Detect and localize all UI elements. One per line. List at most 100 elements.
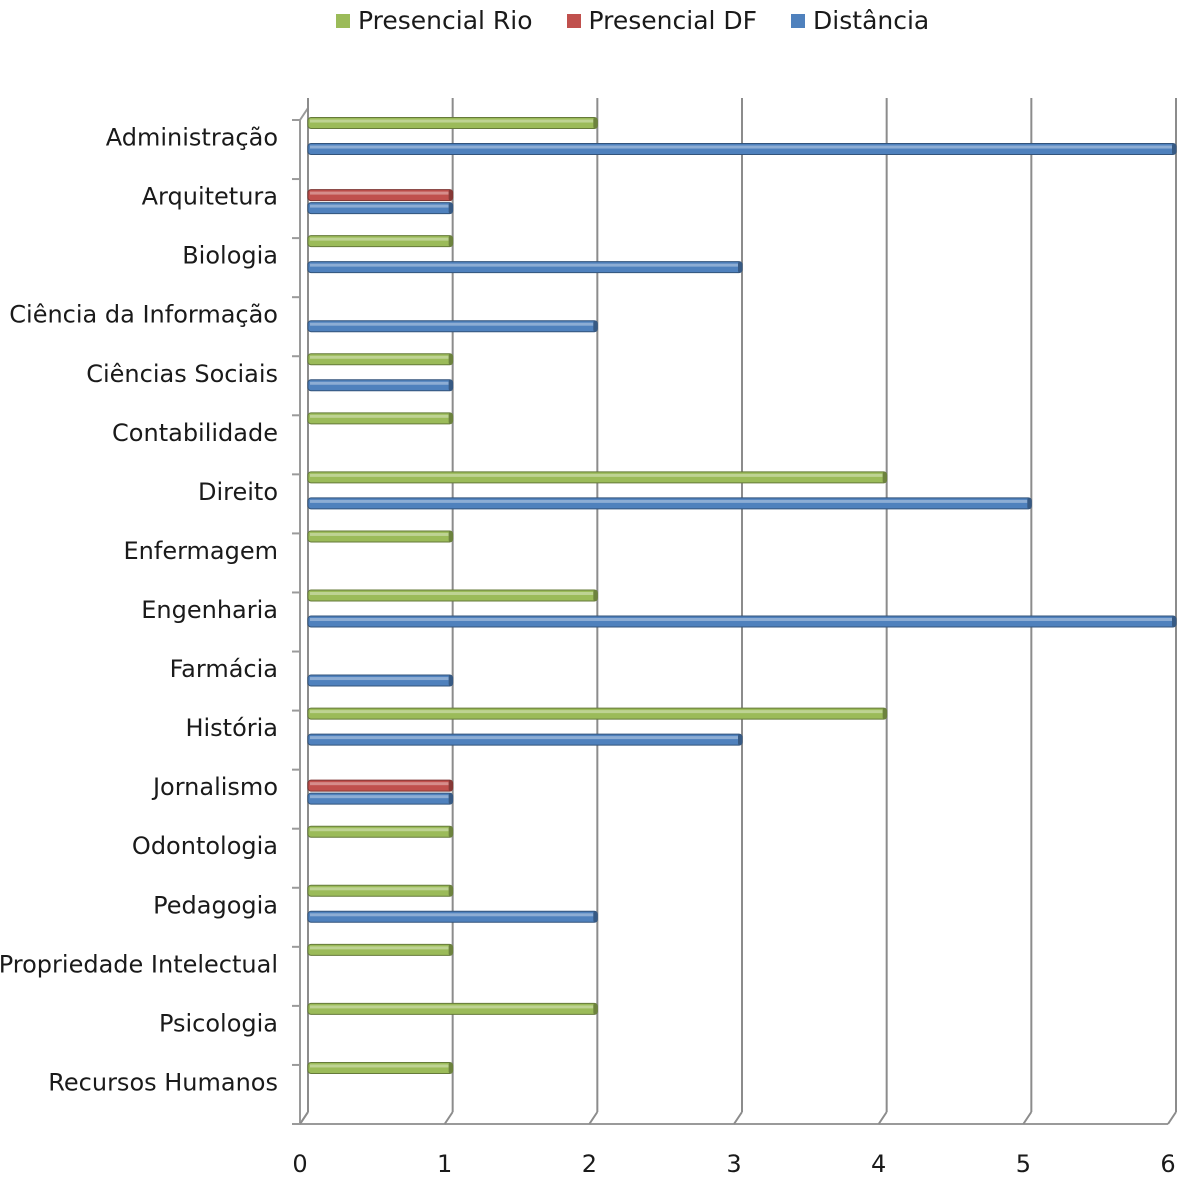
y-category-label: Pedagogia — [153, 891, 278, 919]
bar — [307, 733, 743, 746]
chart-legend: Presencial Rio Presencial DF Distância — [336, 6, 929, 35]
y-category-label: Engenharia — [141, 596, 278, 624]
bar-end — [448, 944, 453, 956]
bar-end — [448, 353, 453, 365]
bar-highlight — [310, 795, 449, 799]
bar — [307, 235, 454, 248]
bar-end — [593, 590, 598, 601]
bar-end — [1172, 616, 1176, 627]
bar — [307, 471, 888, 484]
bar-end — [448, 780, 453, 792]
bar-end — [448, 412, 453, 424]
bar-highlight — [310, 145, 1172, 149]
bar — [307, 884, 454, 897]
bar-end — [448, 202, 453, 214]
bar — [307, 412, 454, 425]
bar-end — [448, 793, 453, 805]
gridline-floor — [588, 1111, 599, 1125]
x-tick-label: 2 — [582, 1150, 597, 1177]
bar-end — [448, 379, 453, 391]
bar-end — [882, 708, 887, 720]
legend-label-distancia: Distância — [813, 6, 930, 35]
bar-end — [1172, 143, 1176, 155]
x-tick-label: 5 — [1016, 1150, 1031, 1177]
y-category-label: História — [185, 714, 278, 742]
legend-swatch-distancia — [791, 13, 806, 28]
y-category-label: Propriedade Intelectual — [0, 950, 278, 978]
bar-highlight — [310, 828, 449, 832]
bar-highlight — [310, 263, 738, 267]
bar-highlight — [310, 499, 1028, 503]
gridline-floor — [1022, 1111, 1033, 1125]
bar-highlight — [310, 381, 449, 385]
y-category-label: Direito — [198, 478, 278, 506]
bar-end — [738, 734, 742, 746]
y-category-label: Ciências Sociais — [86, 360, 278, 388]
bar-end — [593, 911, 598, 923]
bar — [307, 943, 454, 956]
gridline-floor — [733, 1111, 743, 1125]
y-category-label: Arquitetura — [142, 183, 278, 211]
bar-highlight — [310, 887, 449, 891]
bar-end — [738, 261, 742, 273]
bar-highlight — [310, 414, 449, 418]
y-category-label: Jornalismo — [151, 773, 278, 801]
y-category-label: Psicologia — [159, 1009, 278, 1037]
bar-end — [593, 320, 598, 332]
bar — [307, 1002, 598, 1015]
bar — [307, 589, 598, 602]
legend-swatch-presencial-rio — [336, 13, 350, 28]
bar — [307, 320, 598, 333]
bar — [307, 143, 1177, 156]
legend-label-presencial-df: Presencial DF — [588, 6, 758, 35]
bar-highlight — [310, 119, 594, 123]
bar — [307, 615, 1177, 628]
bar-highlight — [310, 473, 883, 477]
legend-item-presencial-rio: Presencial Rio — [336, 6, 533, 35]
bar — [307, 674, 454, 687]
x-tick-label: 6 — [1160, 1150, 1175, 1177]
bar-highlight — [310, 618, 1172, 621]
bar — [307, 792, 454, 805]
bar — [307, 117, 598, 130]
bar-highlight — [310, 1005, 594, 1009]
bar — [307, 202, 454, 215]
bar — [307, 261, 743, 274]
bar — [307, 530, 454, 543]
bar-highlight — [310, 782, 449, 786]
bar-end — [448, 530, 453, 542]
x-tick-label: 4 — [871, 1150, 886, 1177]
gridline-floor — [299, 1111, 309, 1125]
legend-label-presencial-rio: Presencial Rio — [358, 6, 533, 35]
bar-end — [448, 235, 453, 247]
y-category-label: Ciência da Informação — [9, 301, 278, 329]
y-category-label: Farmácia — [170, 655, 278, 683]
bar-highlight — [310, 355, 449, 359]
bar-highlight — [310, 191, 449, 195]
x-tick-label: 1 — [437, 1150, 452, 1177]
gridline-floor — [443, 1111, 454, 1125]
bar — [307, 825, 454, 838]
bar — [307, 707, 888, 720]
bar — [307, 910, 598, 923]
bar-end — [448, 675, 453, 687]
y-category-label: Odontologia — [132, 832, 278, 860]
y-category-label: Biologia — [182, 242, 278, 270]
gridline-floor — [877, 1111, 888, 1125]
bar-highlight — [310, 710, 883, 714]
bar-highlight — [310, 946, 449, 950]
bar-end — [448, 826, 453, 838]
wall-top-edge — [299, 107, 309, 121]
bar-highlight — [310, 1064, 449, 1068]
legend-item-presencial-df: Presencial DF — [566, 6, 758, 35]
y-category-label: Enfermagem — [124, 537, 279, 565]
bar — [307, 189, 454, 202]
bar — [307, 1061, 454, 1074]
bar-end — [882, 471, 887, 483]
bar-end — [593, 1003, 598, 1015]
legend-swatch-presencial-df — [566, 13, 581, 28]
y-category-label: Contabilidade — [112, 419, 278, 447]
gridline-floor — [1167, 1111, 1177, 1125]
bar-end — [448, 885, 453, 897]
